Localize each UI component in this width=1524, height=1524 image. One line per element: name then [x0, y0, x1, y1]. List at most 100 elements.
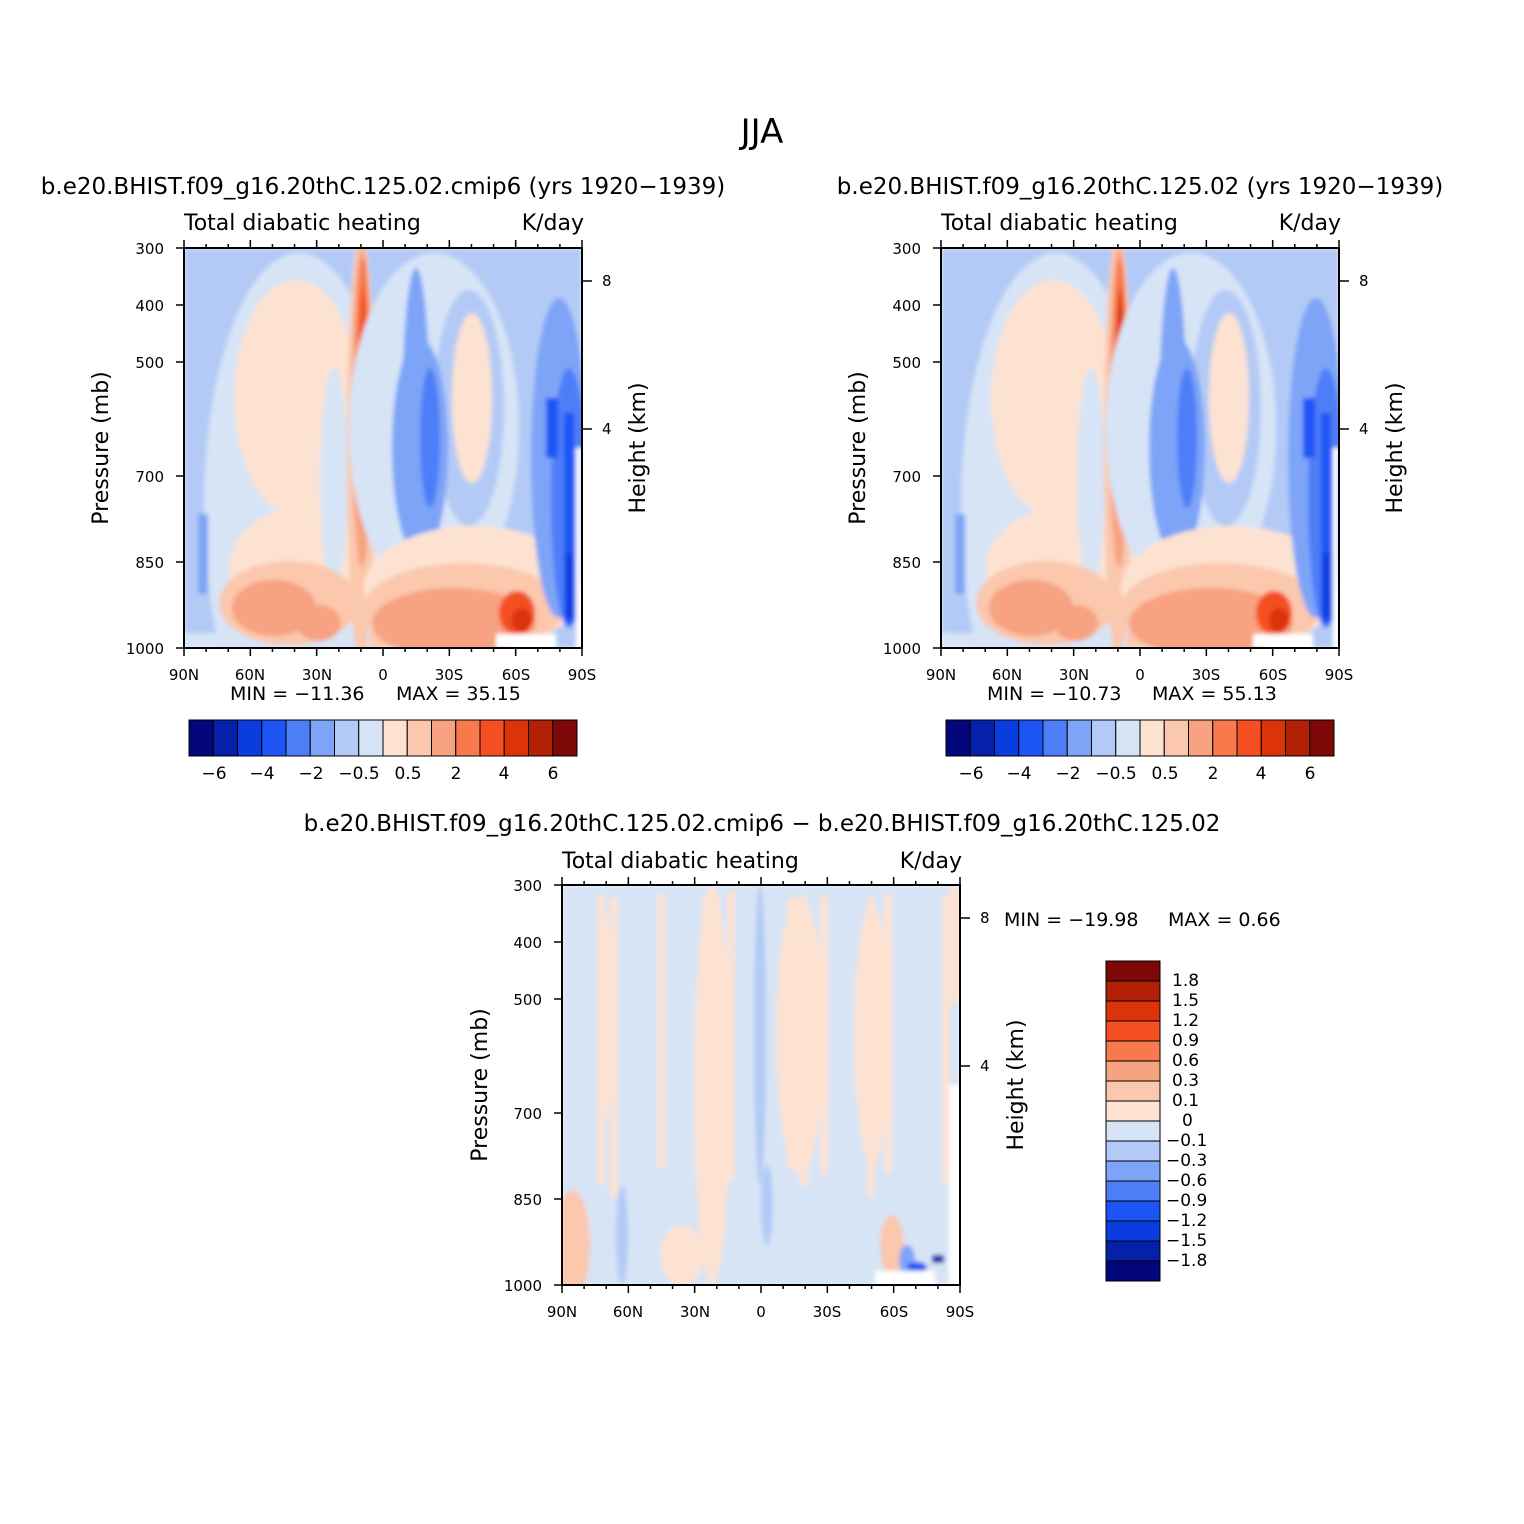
colorbar-box: [382, 719, 408, 757]
x-tick-30n-left: 30N: [302, 666, 332, 684]
svg-text:8: 8: [602, 272, 612, 290]
y-tick-1000-right: 1000: [883, 640, 941, 658]
colorbar-box: [237, 719, 263, 757]
svg-text:60S: 60S: [880, 1303, 909, 1321]
x-tick-60s-right: 60S: [1259, 666, 1288, 684]
min-label-right: MIN = −10.73: [987, 683, 1122, 705]
contour-region: [616, 1185, 628, 1285]
contour-region: [1129, 588, 1293, 648]
svg-text:1.8: 1.8: [1172, 971, 1199, 991]
variable-label-difference: Total diabatic heating: [561, 849, 799, 874]
colorbar-box: [1105, 1260, 1161, 1282]
contour-region: [1303, 398, 1315, 458]
y2-tick-4-right: 4: [1339, 420, 1369, 438]
case-title-right: b.e20.BHIST.f09_g16.20thC.125.02 (yrs 19…: [837, 174, 1443, 200]
colorbar-box: [1105, 1120, 1161, 1142]
x-tick-30n-right: 30N: [1059, 666, 1089, 684]
svg-text:−0.5: −0.5: [1095, 764, 1136, 784]
svg-text:90S: 90S: [568, 666, 597, 684]
svg-text:30N: 30N: [680, 1303, 710, 1321]
svg-text:90N: 90N: [547, 1303, 577, 1321]
svg-text:0.1: 0.1: [1172, 1091, 1199, 1111]
y2-axis-label-right: Height (km): [1383, 382, 1408, 513]
colorbar-box: [1115, 719, 1141, 757]
x-tick-90s-right: 90S: [1325, 666, 1354, 684]
svg-text:60S: 60S: [1259, 666, 1288, 684]
svg-text:90N: 90N: [169, 666, 199, 684]
contour-region: [776, 895, 824, 1175]
colorbar-box: [1105, 1200, 1161, 1222]
x-tick-30n-difference: 30N: [680, 1303, 710, 1321]
contour-region: [944, 885, 960, 1005]
contour-region: [1077, 368, 1105, 588]
tick-marks-right: [940, 240, 1340, 656]
y-tick-850-left: 850: [135, 554, 184, 572]
colorbar-box: [1105, 1060, 1161, 1082]
contour-region: [932, 1255, 944, 1263]
svg-text:0.5: 0.5: [1151, 764, 1178, 784]
contour-region: [941, 633, 989, 648]
y-tick-850-right: 850: [892, 554, 941, 572]
contour-region: [1177, 368, 1197, 508]
svg-text:500: 500: [135, 354, 164, 372]
colorbar-box: [285, 719, 311, 757]
contour-region: [184, 633, 232, 648]
colorbar-box: [431, 719, 457, 757]
svg-text:500: 500: [892, 354, 921, 372]
contour-region: [297, 605, 341, 641]
contour-region: [232, 580, 316, 636]
x-tick-30s-right: 30S: [1192, 666, 1221, 684]
svg-text:−1.2: −1.2: [1166, 1211, 1207, 1231]
contour-region: [657, 893, 665, 1168]
units-label-right: K/day: [1279, 211, 1341, 236]
svg-text:1.2: 1.2: [1172, 1011, 1199, 1031]
contour-region: [875, 1271, 935, 1285]
x-tick-60n-left: 60N: [235, 666, 265, 684]
colorbar-right: [945, 719, 1335, 757]
y2-tick-4-left: 4: [582, 420, 612, 438]
contour-region: [1269, 608, 1289, 632]
colorbar-box: [1105, 980, 1161, 1002]
x-tick-0-right: 0: [1135, 666, 1145, 684]
colorbar-box: [261, 719, 287, 757]
colorbar-box: [1105, 1160, 1161, 1182]
y-axis-label-left: Pressure (mb): [89, 371, 114, 525]
svg-text:2: 2: [451, 764, 462, 784]
variable-label-right: Total diabatic heating: [940, 211, 1178, 236]
contour-region: [1054, 605, 1098, 641]
colorbar-box: [1105, 1140, 1161, 1162]
contour-field-difference: [562, 885, 960, 1285]
contour-region: [754, 885, 766, 1185]
svg-text:60N: 60N: [992, 666, 1022, 684]
svg-text:4: 4: [1256, 764, 1267, 784]
colorbar-box: [1066, 719, 1092, 757]
colorbar-box: [212, 719, 238, 757]
svg-text:4: 4: [499, 764, 510, 784]
svg-text:−6: −6: [201, 764, 226, 784]
contour-region: [610, 897, 618, 1197]
x-tick-90s-left: 90S: [568, 666, 597, 684]
svg-text:60N: 60N: [235, 666, 265, 684]
tick-marks-difference: [561, 877, 961, 1293]
y-tick-500-difference: 500: [513, 991, 562, 1009]
svg-text:400: 400: [513, 934, 542, 952]
svg-text:−4: −4: [1006, 764, 1031, 784]
contour-region: [907, 1262, 927, 1272]
svg-text:4: 4: [602, 420, 612, 438]
colorbar-box: [1042, 719, 1068, 757]
y-tick-1000-difference: 1000: [504, 1277, 562, 1295]
colorbar-box: [1212, 719, 1238, 757]
contour-region: [854, 905, 890, 1165]
svg-text:0.9: 0.9: [1172, 1031, 1199, 1051]
svg-text:8: 8: [1359, 272, 1369, 290]
colorbar-box: [188, 719, 214, 757]
svg-text:30N: 30N: [1059, 666, 1089, 684]
case-title-difference: b.e20.BHIST.f09_g16.20thC.125.02.cmip6 −…: [304, 811, 1221, 837]
y-tick-500-right: 500: [892, 354, 941, 372]
svg-text:0: 0: [756, 1303, 766, 1321]
contour-region: [989, 580, 1073, 636]
svg-text:−2: −2: [1055, 764, 1080, 784]
colorbar-box: [1105, 1220, 1161, 1242]
max-label-difference: MAX = 0.66: [1168, 909, 1281, 931]
y2-tick-8-right: 8: [1339, 272, 1369, 290]
